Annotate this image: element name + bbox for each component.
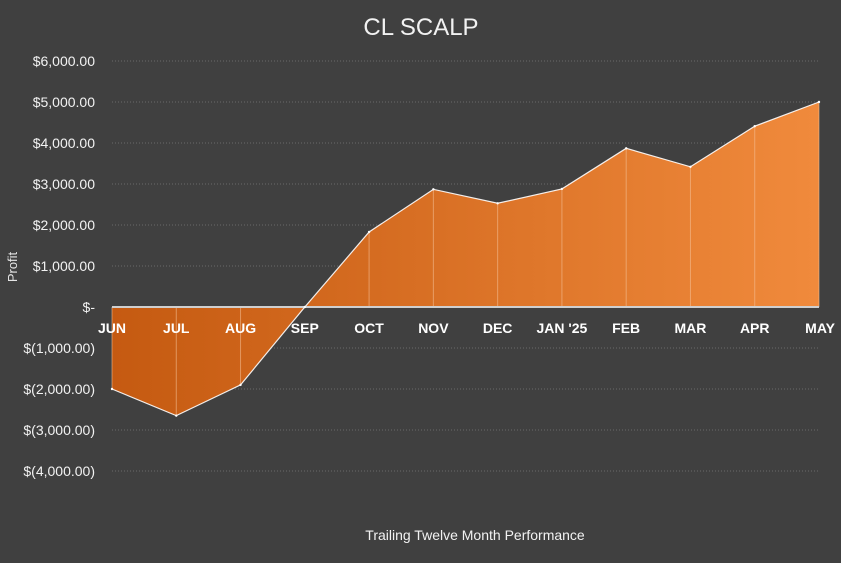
- series-line: [111, 101, 820, 417]
- y-tick-label: $(3,000.00): [23, 422, 95, 438]
- x-tick-label: APR: [740, 320, 770, 336]
- chart-title: CL SCALP: [363, 14, 478, 41]
- y-tick-label: $2,000.00: [33, 217, 95, 233]
- y-tick-label: $4,000.00: [33, 135, 95, 151]
- data-point: [560, 187, 564, 191]
- x-tick-label: NOV: [418, 320, 449, 336]
- x-tick-label: JUL: [163, 320, 190, 336]
- data-area: [112, 102, 819, 416]
- area-fill: [112, 102, 819, 416]
- y-tick-label: $6,000.00: [33, 53, 95, 69]
- data-point: [432, 188, 435, 191]
- y-tick-label: $-: [83, 299, 96, 315]
- series-line-group: [110, 100, 821, 417]
- y-tick-label: $(1,000.00): [23, 340, 95, 356]
- x-tick-label: DEC: [483, 320, 513, 336]
- x-tick-label: MAR: [675, 320, 707, 336]
- x-tick-label: MAY: [805, 320, 835, 336]
- data-point: [689, 165, 692, 168]
- data-point: [496, 202, 499, 205]
- x-axis-ticks: JUN JUL AUG SEP OCT NOV DEC JAN '25 FEB MAR APR MAY: [98, 320, 836, 336]
- y-axis-ticks: $6,000.00 $5,000.00 $4,000.00 $3,000.00 $2,0…: [23, 53, 95, 479]
- y-tick-label: $3,000.00: [33, 176, 95, 192]
- x-tick-label: JAN '25: [537, 320, 588, 336]
- data-point: [303, 305, 307, 309]
- y-tick-label: $5,000.00: [33, 94, 95, 110]
- x-tick-label: AUG: [225, 320, 256, 336]
- data-point: [110, 387, 114, 391]
- x-tick-label: JUN: [98, 320, 126, 336]
- x-tick-label: OCT: [354, 320, 384, 336]
- data-point: [817, 100, 821, 104]
- y-tick-label: $1,000.00: [33, 258, 95, 274]
- x-tick-label: SEP: [291, 320, 319, 336]
- y-axis-label: Profit: [5, 251, 20, 282]
- data-point: [367, 230, 371, 234]
- data-point: [239, 383, 242, 387]
- data-point: [753, 124, 756, 128]
- y-tick-label: $(4,000.00): [23, 463, 95, 479]
- y-tick-label: $(2,000.00): [23, 381, 95, 397]
- data-point: [175, 414, 178, 417]
- data-point: [624, 147, 628, 150]
- x-axis-label: Trailing Twelve Month Performance: [365, 527, 585, 543]
- drop-lines: [111, 102, 820, 416]
- x-tick-label: FEB: [612, 320, 640, 336]
